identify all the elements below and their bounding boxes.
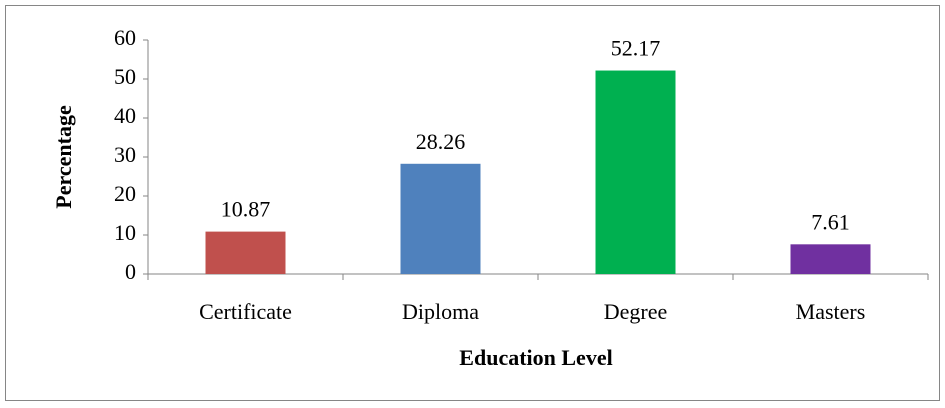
bar: [790, 244, 871, 274]
data-label: 52.17: [611, 36, 661, 61]
x-tick-label: Diploma: [402, 299, 479, 324]
data-label: 10.87: [221, 197, 271, 222]
data-label: 28.26: [416, 129, 466, 154]
y-axis-label: Percentage: [51, 105, 76, 209]
x-tick-label: Masters: [796, 299, 866, 324]
data-label: 7.61: [811, 209, 850, 234]
x-axis-label: Education Level: [459, 345, 612, 370]
x-tick-label: Certificate: [199, 299, 292, 324]
bar: [400, 163, 481, 274]
y-tick-label: 50: [114, 64, 136, 89]
bar: [205, 231, 286, 274]
x-tick-label: Degree: [604, 299, 668, 324]
y-tick-label: 20: [114, 181, 136, 206]
y-tick-label: 10: [114, 220, 136, 245]
y-tick-label: 40: [114, 103, 136, 128]
y-tick-label: 0: [125, 259, 136, 284]
y-tick-label: 60: [114, 25, 136, 50]
y-tick-label: 30: [114, 142, 136, 167]
bar: [595, 70, 676, 274]
